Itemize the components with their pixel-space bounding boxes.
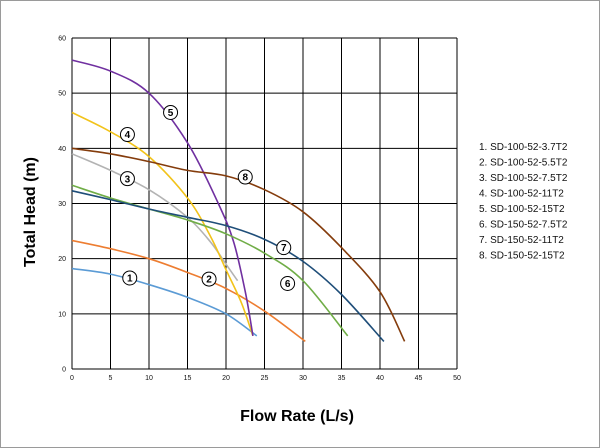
x-tick-label: 50 (453, 375, 461, 382)
x-tick-label: 45 (415, 375, 423, 382)
legend-entry: 4. SD-100-52-11T2 (479, 189, 564, 200)
x-tick-label: 0 (70, 375, 74, 382)
legend-entry: 5. SD-100-52-15T2 (479, 204, 565, 215)
x-tick-label: 5 (109, 375, 113, 382)
curve-marker-3: 3 (119, 171, 135, 187)
marker-circle (122, 270, 138, 286)
legend-entry: 2. SD-100-52-5.5T2 (479, 158, 568, 169)
curve-marker-5: 5 (163, 104, 179, 120)
y-tick-label: 30 (58, 201, 66, 208)
x-tick-labels: 0 5 10 15 20 25 30 35 40 45 50 (70, 375, 461, 382)
x-tick-label: 20 (222, 375, 230, 382)
marker-number: 1 (127, 274, 133, 285)
marker-number: 7 (281, 243, 287, 254)
pump-curve-6 (71, 184, 349, 337)
legend-entry: 7. SD-150-52-11T2 (479, 235, 564, 246)
curve-marker-1: 1 (122, 270, 138, 286)
pump-curve-2 (71, 239, 306, 343)
y-tick-label: 60 (58, 36, 66, 43)
x-tick-label: 25 (261, 375, 269, 382)
pump-curve-5 (71, 59, 254, 337)
x-tick-label: 10 (145, 375, 153, 382)
legend-entry: 1. SD-100-52-3.7T2 (479, 142, 568, 153)
marker-number: 5 (168, 108, 174, 119)
marker-number: 2 (206, 275, 212, 286)
marker-number: 3 (125, 174, 131, 185)
legend: 1. SD-100-52-3.7T2 2. SD-100-52-5.5T2 3. S… (479, 142, 568, 262)
x-tick-label: 30 (299, 375, 307, 382)
curve-marker-8: 8 (237, 169, 253, 185)
marker-circle (237, 169, 253, 185)
pump-curve-1 (71, 267, 258, 337)
marker-number: 4 (125, 130, 131, 141)
x-tick-label: 15 (184, 375, 192, 382)
legend-entry: 6. SD-150-52-7.5T2 (479, 220, 568, 231)
pump-curve-7 (71, 190, 385, 342)
y-tick-label: 0 (62, 367, 66, 374)
marker-number: 6 (285, 279, 291, 290)
y-tick-label: 50 (58, 91, 66, 98)
y-tick-label: 40 (58, 146, 66, 153)
pump-curves (71, 59, 406, 343)
marker-number: 8 (242, 173, 248, 184)
y-tick-label: 10 (58, 311, 66, 318)
pump-curve-4 (71, 111, 254, 337)
curve-marker-7: 7 (276, 240, 292, 256)
marker-circle (119, 127, 135, 143)
y-tick-label: 20 (58, 256, 66, 263)
legend-entry: 8. SD-150-52-15T2 (479, 251, 565, 262)
x-axis-label: Flow Rate (L/s) (240, 408, 354, 425)
curve-markers: 1 2 3 4 5 6 7 8 (119, 104, 296, 291)
marker-circle (280, 275, 296, 291)
curve-marker-2: 2 (201, 271, 217, 287)
legend-entry: 3. SD-100-52-7.5T2 (479, 173, 568, 184)
marker-circle (163, 104, 179, 120)
curve-marker-6: 6 (280, 275, 296, 291)
marker-circle (201, 271, 217, 287)
curve-marker-4: 4 (119, 127, 135, 143)
x-tick-label: 35 (338, 375, 346, 382)
y-tick-labels: 0 10 20 30 40 50 60 (58, 36, 66, 374)
marker-circle (276, 240, 292, 256)
x-tick-label: 40 (376, 375, 384, 382)
plot-grid (71, 37, 458, 370)
marker-circle (119, 171, 135, 187)
y-axis-label: Total Head (m) (22, 157, 39, 267)
